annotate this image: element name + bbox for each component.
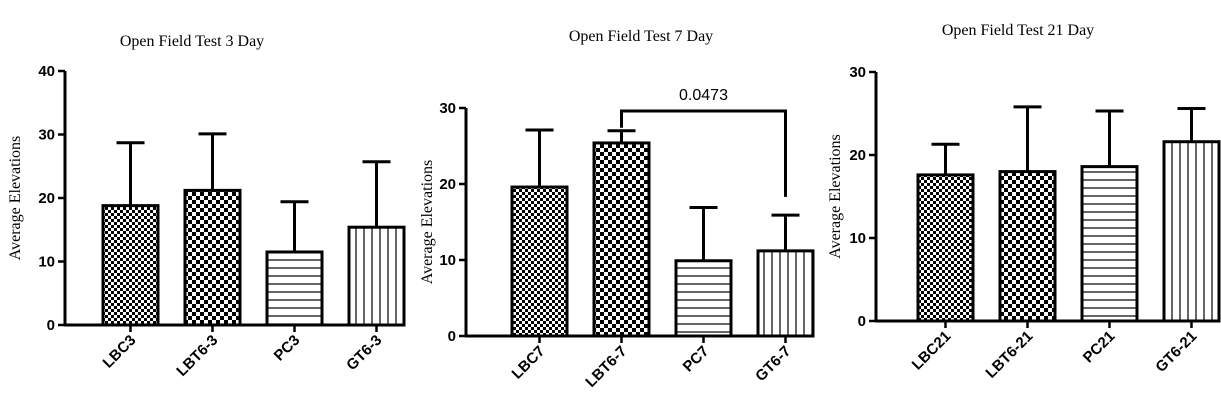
category-label: PC7 [680, 343, 713, 376]
y-tick-label: 20 [38, 190, 55, 207]
bar-gt6-7 [756, 249, 815, 338]
y-tick-label: 0 [448, 328, 456, 345]
bar-lbc3 [101, 204, 160, 327]
chart-panel-1: Open Field Test 3 Day Average Elevations 0… [7, 33, 406, 380]
y-tick-label: 10 [849, 230, 866, 247]
y-tick-label: 20 [439, 176, 456, 193]
category-label: LBC7 [509, 343, 549, 383]
y-tick-label: 40 [38, 63, 55, 80]
category-label: GT6-21 [1152, 328, 1200, 376]
bar-lbt6-7 [592, 141, 651, 338]
y-tick-label: 0 [858, 313, 866, 330]
category-label: LBT6-3 [173, 332, 221, 380]
category-label: LBC3 [100, 332, 140, 372]
bar-pc21 [1080, 165, 1139, 323]
y-tick-label: 30 [439, 100, 456, 117]
category-label: GT6-7 [752, 343, 794, 385]
bar-lbc21 [916, 173, 975, 323]
bar-pc7 [674, 259, 733, 338]
category-label: PC21 [1080, 328, 1119, 367]
bar-lbt6-3 [183, 188, 242, 327]
y-tick-label: 30 [38, 127, 55, 144]
category-label: LBT6-7 [582, 343, 630, 391]
bar-lbc7 [510, 185, 569, 338]
y-tick-label: 10 [439, 252, 456, 269]
y-axis-label: Average Elevations [827, 134, 844, 259]
category-label: LBC21 [909, 328, 955, 374]
y-tick-label: 10 [38, 254, 55, 271]
chart-title: Open Field Test 3 Day [120, 33, 264, 50]
y-tick-label: 30 [849, 64, 866, 81]
bar-gt6-3 [347, 225, 406, 327]
chart-panel-2: Open Field Test 7 Day Average Elevations 0… [419, 28, 815, 391]
chart-title: Open Field Test 21 Day [942, 22, 1094, 39]
significance-bracket [620, 109, 787, 197]
category-label: LBT6-21 [982, 328, 1036, 382]
chart-title: Open Field Test 7 Day [569, 28, 713, 45]
chart-panel-3: Open Field Test 21 Day Average Elevations… [827, 22, 1221, 382]
y-tick-label: 20 [849, 147, 866, 164]
y-tick-label: 0 [47, 317, 55, 334]
category-label: GT6-3 [343, 332, 385, 374]
bar-lbt6-21 [998, 170, 1057, 323]
p-value-annotation: 0.0473 [679, 87, 728, 104]
bar-gt6-21 [1162, 140, 1221, 323]
bar-pc3 [265, 250, 324, 327]
y-axis-label: Average Elevations [419, 160, 436, 285]
y-axis-label: Average Elevations [7, 136, 24, 261]
category-label: PC3 [271, 332, 304, 365]
